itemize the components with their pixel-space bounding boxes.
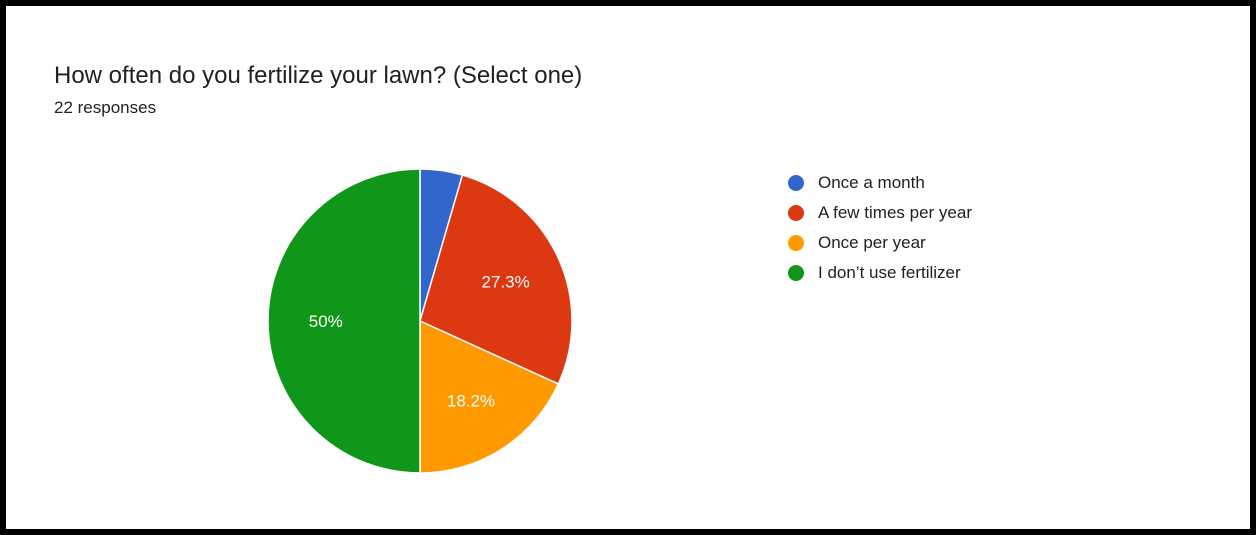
slice-label-i-don-t-use-fertilizer: 50%	[309, 312, 343, 331]
chart-legend: Once a month A few times per year Once per…	[788, 168, 972, 288]
legend-swatch-icon	[788, 265, 804, 281]
legend-swatch-icon	[788, 205, 804, 221]
slice-label-a-few-times-per-year: 27.3%	[482, 273, 530, 292]
question-title: How often do you fertilize your lawn? (S…	[54, 62, 583, 89]
legend-label: Once per year	[818, 233, 926, 252]
legend-item-a-few-times-per-year[interactable]: A few times per year	[788, 198, 972, 228]
legend-item-i-don-t-use-fertilizer[interactable]: I don’t use fertilizer	[788, 258, 972, 288]
legend-item-once-a-month[interactable]: Once a month	[788, 168, 972, 198]
response-count: 22 responses	[54, 98, 157, 117]
legend-swatch-icon	[788, 235, 804, 251]
legend-label: I don’t use fertilizer	[818, 263, 961, 282]
legend-item-once-per-year[interactable]: Once per year	[788, 228, 972, 258]
pie-slice-i-don-t-use-fertilizer[interactable]	[267, 168, 421, 474]
pie-slice-a-few-times-per-year[interactable]	[419, 174, 573, 385]
legend-label: A few times per year	[818, 203, 973, 222]
pie-slice-once-per-year[interactable]	[419, 320, 560, 474]
legend-label: Once a month	[818, 173, 925, 192]
slice-label-once-per-year: 18.2%	[447, 391, 495, 410]
legend-swatch-icon	[788, 175, 804, 191]
